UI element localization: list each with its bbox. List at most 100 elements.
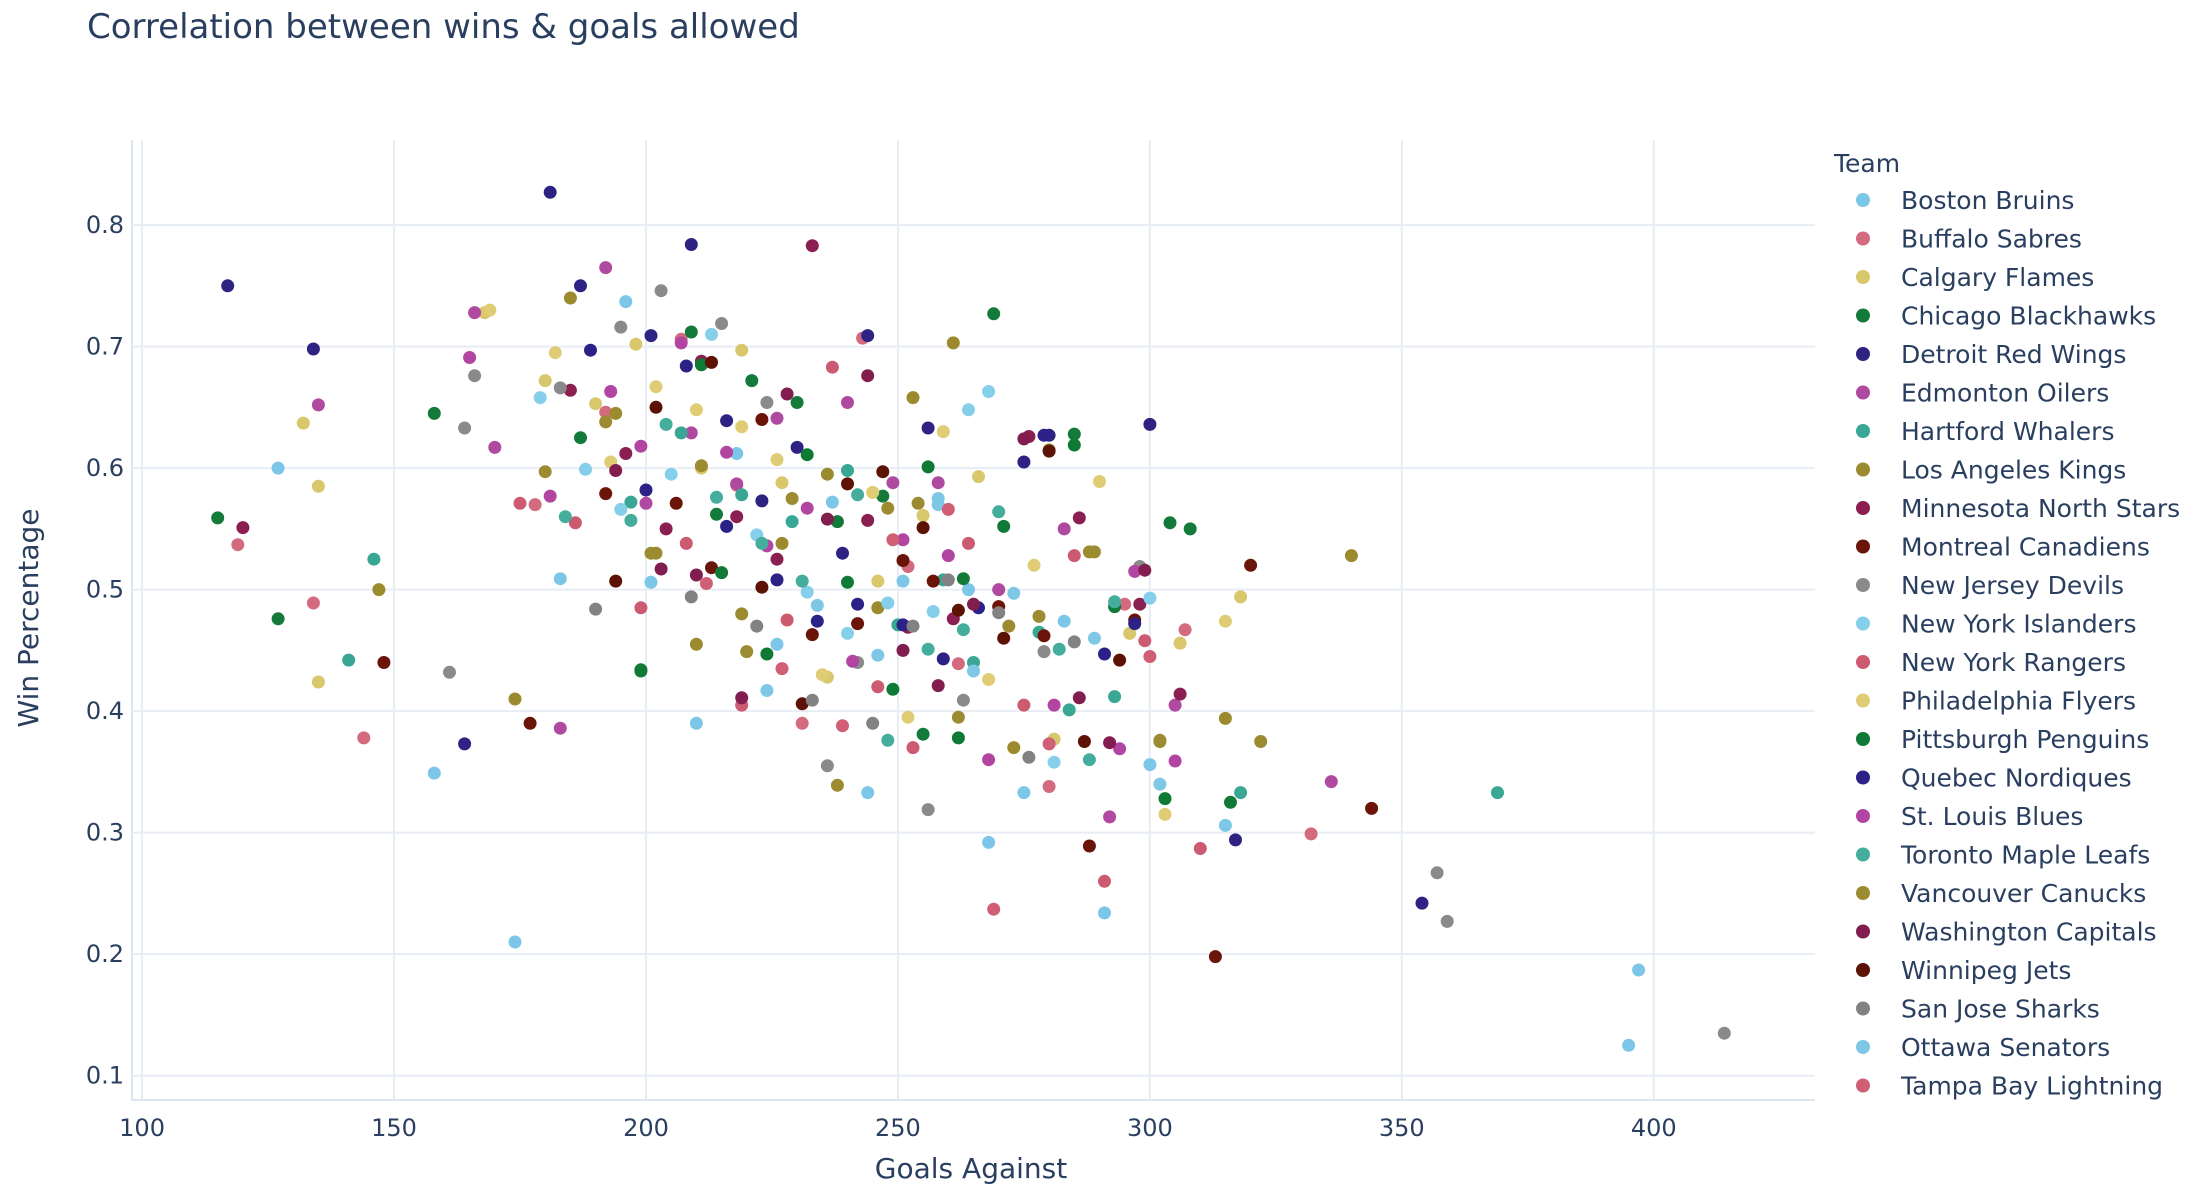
data-point (609, 406, 623, 420)
data-point (528, 498, 542, 512)
legend-item[interactable]: New York Rangers (1856, 648, 2126, 677)
data-point (1224, 795, 1237, 809)
data-point (1208, 950, 1222, 964)
data-point (1218, 818, 1232, 832)
data-point (770, 552, 784, 566)
data-point (836, 546, 849, 560)
data-point (775, 662, 789, 676)
data-point (715, 566, 729, 580)
data-point (654, 562, 668, 576)
data-point (820, 512, 834, 526)
data-point (730, 510, 744, 524)
data-point (1178, 623, 1192, 637)
data-point (982, 385, 996, 398)
legend-marker (1856, 809, 1870, 823)
data-point (906, 391, 920, 405)
x-tick-label: 350 (1379, 1114, 1425, 1142)
data-point (871, 601, 885, 615)
data-point (820, 759, 834, 773)
data-point (836, 719, 849, 733)
legend-item[interactable]: Washington Capitals (1856, 918, 2157, 947)
data-point (306, 342, 320, 356)
legend-item[interactable]: Tampa Bay Lightning (1856, 1072, 2163, 1101)
legend-marker (1856, 1040, 1870, 1054)
data-point (1163, 516, 1177, 530)
data-point (236, 521, 250, 535)
data-point (458, 421, 472, 435)
data-point (1057, 522, 1071, 536)
legend-item[interactable]: Philadelphia Flyers (1856, 687, 2136, 716)
data-point (987, 307, 1001, 321)
data-point (644, 546, 658, 560)
data-point (1113, 653, 1127, 667)
chart-title: Correlation between wins & goals allowed (87, 7, 800, 47)
data-point (689, 568, 703, 582)
data-point (730, 477, 744, 491)
data-point (770, 411, 784, 425)
plot-area (131, 140, 1815, 1101)
data-point (1344, 549, 1358, 563)
legend-item[interactable]: New York Islanders (1856, 610, 2137, 639)
data-point (1037, 629, 1051, 643)
data-point (962, 583, 975, 597)
data-point (841, 575, 854, 589)
data-point (538, 374, 552, 388)
series-points (443, 284, 1731, 1040)
legend-item[interactable]: Winnipeg Jets (1856, 956, 2071, 985)
legend-item[interactable]: Quebec Nordiques (1856, 764, 2132, 793)
legend-marker (1856, 963, 1870, 977)
x-gridlines (131, 140, 1655, 1100)
legend-item[interactable]: New Jersey Devils (1856, 571, 2124, 600)
x-tick-label: 300 (1127, 1114, 1173, 1142)
data-point (1304, 827, 1318, 841)
legend-item[interactable]: Minnesota North Stars (1856, 494, 2180, 523)
data-point (513, 496, 527, 510)
data-point (1143, 417, 1157, 431)
legend-item[interactable]: Buffalo Sabres (1856, 225, 2082, 254)
data-point (1168, 754, 1182, 768)
data-point (271, 461, 285, 475)
legend-item[interactable]: Hartford Whalers (1856, 417, 2114, 446)
data-point (876, 465, 890, 479)
legend-marker (1856, 193, 1870, 207)
legend-label: Buffalo Sabres (1901, 225, 2082, 254)
series-points (311, 261, 1338, 824)
data-point (649, 400, 663, 414)
legend-item[interactable]: Montreal Canadiens (1856, 533, 2150, 562)
data-point (558, 510, 572, 524)
data-point (760, 647, 774, 661)
legend-item[interactable]: San Jose Sharks (1856, 995, 2100, 1024)
legend-item[interactable]: Ottawa Senators (1856, 1033, 2110, 1062)
legend-marker (1856, 732, 1870, 746)
legend-item[interactable]: Pittsburgh Penguins (1856, 725, 2149, 754)
legend-item[interactable]: Chicago Blackhawks (1856, 302, 2156, 331)
data-point (639, 496, 653, 510)
data-point (921, 803, 935, 817)
data-point (463, 351, 477, 364)
data-point (1173, 687, 1187, 701)
legend-marker (1856, 1001, 1870, 1016)
legend-item[interactable]: St. Louis Blues (1856, 802, 2083, 831)
legend-item[interactable]: Vancouver Canucks (1856, 879, 2146, 908)
data-point (735, 488, 749, 502)
data-point (730, 447, 744, 460)
legend-item[interactable]: Los Angeles Kings (1856, 456, 2126, 485)
legend-item[interactable]: Boston Bruins (1856, 186, 2074, 215)
data-point (296, 416, 310, 430)
legend-item[interactable]: Calgary Flames (1856, 263, 2094, 292)
series-points (463, 336, 1182, 768)
x-tick-label: 150 (371, 1114, 417, 1142)
data-point (679, 536, 693, 550)
data-point (851, 488, 865, 502)
legend-item[interactable]: Detroit Red Wings (1856, 340, 2126, 369)
legend-item[interactable]: Toronto Maple Leafs (1856, 841, 2150, 870)
data-point (851, 617, 865, 631)
data-point (1183, 522, 1197, 536)
legend-item[interactable]: Edmonton Oilers (1856, 379, 2109, 408)
data-point (951, 731, 965, 745)
data-point (1057, 614, 1071, 628)
data-point (951, 710, 965, 724)
legend-label: Detroit Red Wings (1901, 340, 2126, 369)
series-points (513, 360, 1207, 888)
data-point (916, 727, 930, 741)
